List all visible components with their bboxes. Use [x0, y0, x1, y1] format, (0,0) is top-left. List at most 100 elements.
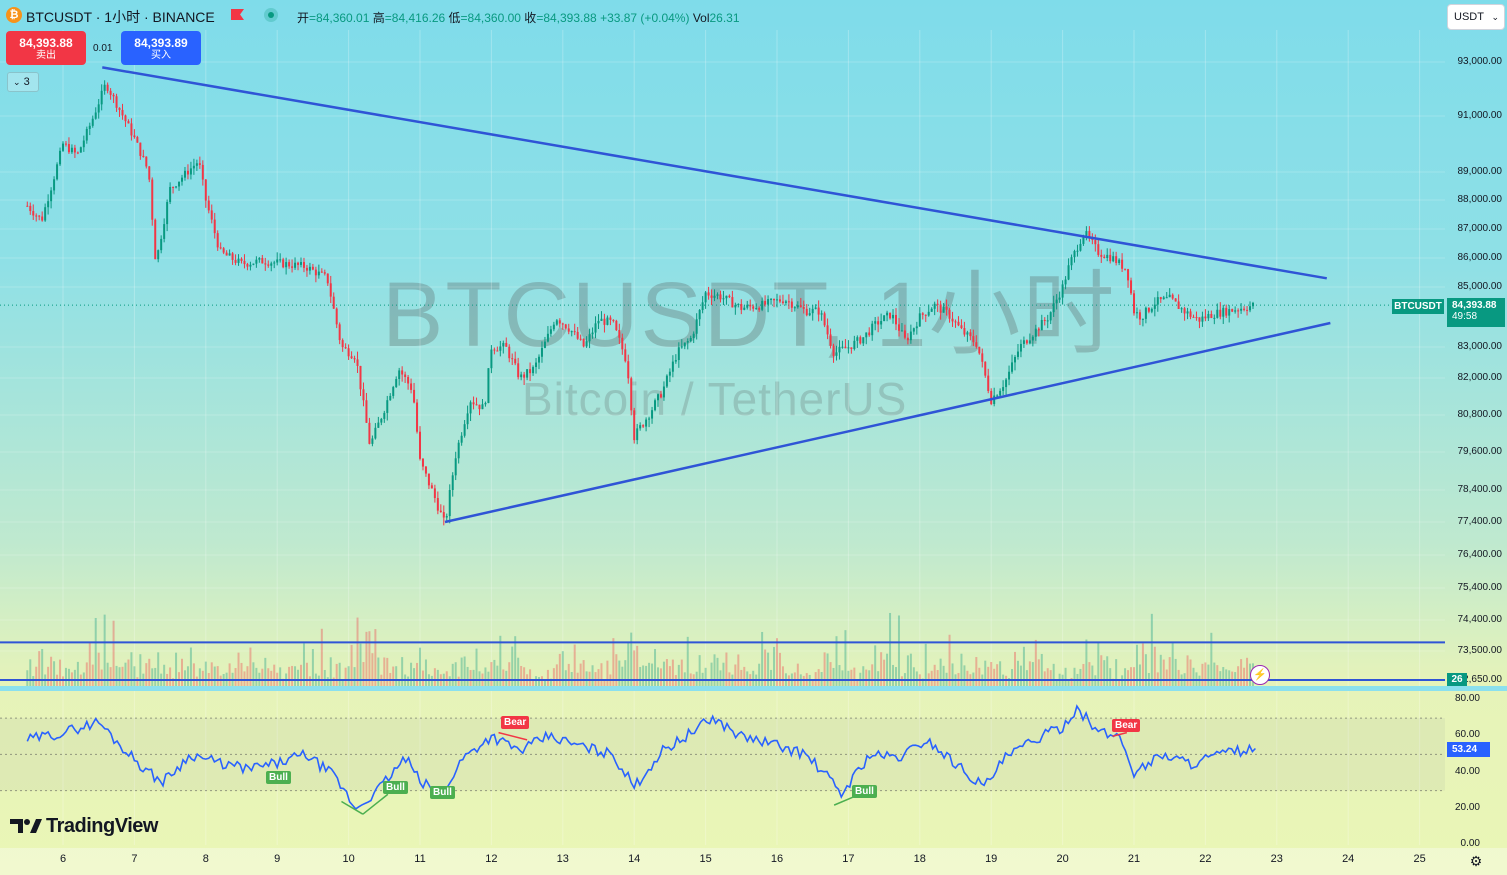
- candle-body: [172, 186, 175, 188]
- candle-body: [73, 147, 76, 153]
- candle-body: [514, 358, 517, 364]
- volume-bar: [368, 631, 371, 686]
- volume-bar: [252, 662, 255, 686]
- volume-bar: [115, 665, 118, 686]
- market-status-icon[interactable]: [264, 8, 278, 22]
- candle-body: [1249, 306, 1252, 311]
- candle-body: [1225, 307, 1228, 316]
- candle-body: [448, 490, 451, 517]
- candle-body: [713, 295, 716, 298]
- candle-body: [207, 200, 210, 211]
- rsi-axis-label: 60.00: [1454, 729, 1480, 741]
- candle-body: [472, 402, 475, 405]
- candle-body: [282, 259, 285, 268]
- candle-body: [886, 312, 889, 316]
- candle-body: [612, 319, 615, 321]
- volume-bar: [1174, 658, 1177, 686]
- volume-bar: [558, 653, 561, 686]
- volume-bar: [538, 677, 540, 686]
- volume-bar: [1067, 680, 1070, 686]
- candle-body: [139, 142, 142, 156]
- ohlc-legend: 开=84,360.01 高=84,416.26 低=84,360.00 收=84…: [297, 9, 740, 26]
- volume-bar: [433, 668, 436, 686]
- candle-body: [576, 331, 579, 339]
- volume-bar: [597, 669, 600, 686]
- candle-body: [1165, 297, 1168, 299]
- candle-body: [1037, 328, 1040, 331]
- volume-bar: [874, 645, 877, 686]
- candles: [26, 80, 1254, 526]
- candle-body: [136, 137, 139, 143]
- candle-body: [317, 271, 320, 276]
- candle-body: [323, 272, 326, 274]
- volume-bar: [737, 654, 740, 686]
- volume-bar: [1034, 639, 1037, 686]
- volume-bar: [847, 670, 850, 686]
- sell-button[interactable]: 84,393.88 卖出: [6, 31, 86, 65]
- volume-bar: [469, 670, 472, 686]
- volume-bar: [645, 665, 648, 686]
- volume-bar: [573, 644, 576, 686]
- volume-bar: [172, 678, 175, 686]
- candle-body: [987, 375, 990, 391]
- candle-body: [909, 331, 912, 341]
- price-axis-label: 78,400.00: [1457, 484, 1503, 495]
- candle-body: [570, 331, 573, 333]
- candle-body: [618, 330, 621, 338]
- currency-select[interactable]: USDT ⌄: [1447, 4, 1505, 30]
- trendline-lower: [444, 321, 1331, 524]
- candle-body: [1014, 356, 1016, 363]
- volume-bar: [347, 666, 350, 686]
- candle-body: [97, 104, 100, 113]
- sell-price: 84,393.88: [19, 36, 73, 50]
- volume-bar: [1091, 665, 1094, 686]
- volume-bar: [921, 678, 924, 686]
- candle-body: [148, 166, 151, 180]
- volume-bar: [781, 666, 784, 686]
- volume-bar: [240, 662, 243, 686]
- buy-button[interactable]: 84,393.89 买入: [121, 31, 201, 65]
- volume-bar: [671, 659, 674, 686]
- candle-body: [1186, 311, 1189, 314]
- indicators-toggle[interactable]: ⌄ 3: [7, 72, 39, 92]
- candle-body: [776, 299, 778, 301]
- settings-gear-icon[interactable]: ⚙: [1469, 853, 1483, 869]
- candle-body: [603, 318, 606, 325]
- volume-bar: [344, 667, 347, 686]
- candle-body: [778, 299, 781, 302]
- candle-body: [627, 361, 630, 379]
- symbol-title[interactable]: BTCUSDT · 1小时 · BINANCE: [26, 9, 215, 25]
- candle-body: [1097, 244, 1100, 255]
- candle-body: [1252, 302, 1254, 307]
- candle-body: [704, 292, 707, 303]
- candle-body: [1198, 317, 1201, 322]
- candle-body: [915, 326, 918, 329]
- volume-bar: [270, 670, 273, 686]
- volume-bar: [770, 669, 773, 686]
- volume-bar: [1192, 667, 1195, 686]
- candle-body: [1002, 387, 1005, 391]
- volume-bar: [912, 667, 915, 686]
- candle-body: [969, 332, 972, 337]
- candle-body: [686, 341, 689, 343]
- volume-bar: [282, 678, 285, 686]
- tradingview-logo[interactable]: TradingView: [10, 814, 158, 838]
- candle-body: [106, 84, 109, 91]
- candle-body: [790, 301, 793, 308]
- volume-bar: [930, 670, 933, 686]
- volume-bar: [883, 659, 886, 686]
- volume-bar: [288, 666, 291, 686]
- lightning-icon[interactable]: ⚡: [1250, 665, 1270, 685]
- volume-bar: [1052, 663, 1055, 686]
- candle-body: [579, 338, 582, 340]
- flag-icon[interactable]: [231, 9, 244, 20]
- volume-bar: [359, 643, 362, 686]
- volume-bar: [273, 664, 276, 686]
- candle-body: [1046, 320, 1049, 322]
- candle-body: [1064, 279, 1067, 285]
- volume-bar: [1219, 671, 1222, 686]
- volume-bar: [1213, 662, 1216, 686]
- volume-bar: [94, 617, 97, 686]
